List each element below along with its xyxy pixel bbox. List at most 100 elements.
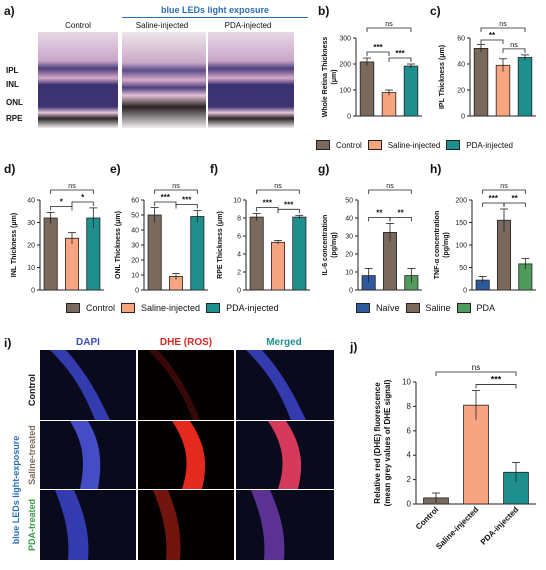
- sig-label: **: [398, 208, 405, 217]
- panel-label-c: c): [430, 4, 441, 18]
- sig-bracket: [503, 202, 526, 207]
- bar: [359, 61, 375, 117]
- y-tick-label: 30: [345, 234, 353, 241]
- y-tick-label: 300: [339, 36, 351, 43]
- chart-onl: 0 10 20 30 40 50 60 ONL Thickness (μm) *** ***ns: [115, 183, 208, 295]
- sig-bracket: [71, 201, 94, 206]
- bar: [495, 64, 511, 117]
- y-tick-label: 10: [233, 198, 241, 205]
- legend-text-saline-gh: Saline: [425, 303, 451, 313]
- panel-label-j: j): [350, 340, 358, 354]
- sig-label: **: [512, 194, 519, 203]
- sig-label: ns: [500, 183, 508, 190]
- y-axis-label-unit: (μm): [331, 69, 338, 84]
- sig-label: ***: [373, 43, 383, 52]
- layer-label-rpe: RPE: [6, 114, 23, 123]
- sig-bracket: [480, 39, 504, 44]
- y-tick-label: 0: [347, 114, 351, 121]
- sig-label: ***: [489, 194, 499, 203]
- y-tick-label: 0: [135, 288, 139, 295]
- bar: [86, 217, 101, 291]
- y-tick-label: 150: [455, 220, 467, 227]
- sig-label: ***: [182, 196, 192, 205]
- x-tick-label: PDA-injected: [479, 505, 521, 547]
- sig-label: ***: [395, 49, 405, 58]
- panel-label-d: d): [4, 162, 16, 176]
- chart-inl: 0 10 20 30 40 INL Thickness (μm) * * ns: [11, 183, 104, 295]
- banner-line: [122, 17, 308, 18]
- sig-bracket: [175, 204, 198, 209]
- row-label-pda: PDA-treated: [27, 498, 37, 552]
- bar: [43, 217, 58, 291]
- bar: [64, 237, 80, 291]
- y-axis-label: INL Thickness (μm): [11, 213, 18, 277]
- histology-saline: [122, 32, 206, 128]
- panel-label-e: e): [110, 162, 121, 176]
- legend-text-pda: PDA-injected: [466, 140, 513, 150]
- sig-label: **: [376, 208, 383, 217]
- y-tick-label: 0: [237, 288, 241, 295]
- y-tick-label: 40: [345, 216, 353, 223]
- legend-gh: Naïve Saline PDA: [356, 303, 495, 313]
- legend-text-naive: Naïve: [376, 303, 400, 313]
- row-label-pda-wrap: PDA-treated: [26, 495, 38, 555]
- bar: [147, 214, 162, 291]
- legend-swatch-saline-2: [121, 303, 136, 313]
- sig-bracket: [482, 189, 526, 194]
- y-tick-label: 6: [237, 234, 241, 241]
- sig-bracket: [366, 27, 412, 32]
- y-tick-label: 6: [407, 426, 412, 435]
- row-label-saline-wrap: Saline-treated: [26, 425, 38, 485]
- sig-label: ***: [263, 199, 273, 208]
- sig-label: ns: [385, 21, 393, 28]
- legend-swatch-control-2: [66, 303, 80, 313]
- legend-swatch-saline: [367, 140, 382, 150]
- layer-label-inl: INL: [6, 80, 19, 89]
- y-tick-label: 4: [237, 252, 241, 259]
- sig-label: ns: [386, 183, 394, 190]
- panel-label-g: g): [318, 162, 330, 176]
- y-axis-label-unit: (pg/mg): [443, 232, 450, 258]
- legend-swatch-pda-gh: [456, 303, 471, 313]
- panel-label-h: h): [430, 162, 442, 176]
- y-axis-label: IPL Thickness (μm): [439, 45, 446, 109]
- y-tick-label: 0: [349, 288, 353, 295]
- row-label-saline: Saline-treated: [27, 425, 37, 485]
- col-label-pda: PDA-injected: [224, 21, 272, 30]
- y-tick-label: 8: [407, 402, 412, 411]
- sig-label: ***: [491, 375, 502, 385]
- y-axis-label: (mean grey values of DHE signal): [383, 379, 392, 506]
- y-tick-label: 0: [31, 288, 35, 295]
- col-label-merged: Merged: [266, 337, 302, 348]
- legend-text-pda-gh: PDA: [476, 303, 496, 313]
- chart-tnf: 0 50 100 150 200 TNF-α concentration (pg/mg) **…: [434, 183, 536, 295]
- histology-images: [38, 32, 294, 128]
- y-tick-label: 100: [455, 243, 467, 250]
- sig-label: ns: [274, 183, 282, 190]
- sig-bracket: [389, 217, 412, 222]
- sig-label: ***: [284, 200, 294, 209]
- blue-led-banner: blue LEDs light exposure: [160, 5, 270, 15]
- layer-label-ipl: IPL: [6, 66, 19, 75]
- y-tick-label: 200: [339, 62, 351, 69]
- sig-bracket: [256, 207, 279, 212]
- bar: [473, 48, 489, 117]
- x-tick-label: Control: [414, 505, 440, 531]
- legend-swatch-pda: [446, 140, 461, 150]
- bar: [270, 241, 286, 291]
- legend-text-saline-2: Saline-injected: [141, 303, 201, 313]
- bar: [190, 216, 205, 291]
- legend-bc: Control Saline-injected PDA-injected: [316, 140, 513, 150]
- sig-label: ns: [510, 42, 518, 49]
- y-tick-label: 50: [131, 213, 139, 220]
- y-tick-label: 0: [407, 500, 412, 509]
- y-tick-label: 20: [457, 88, 465, 95]
- bar: [517, 57, 533, 117]
- y-tick-label: 8: [237, 216, 241, 223]
- y-axis-label: ONL Thickness (μm): [115, 211, 122, 279]
- row-label-control: Control: [27, 374, 37, 406]
- legend-swatch-control: [316, 140, 330, 150]
- legend-text-control-2: Control: [86, 303, 116, 313]
- side-label-blue-led: blue LEDs light-exposure: [11, 435, 21, 545]
